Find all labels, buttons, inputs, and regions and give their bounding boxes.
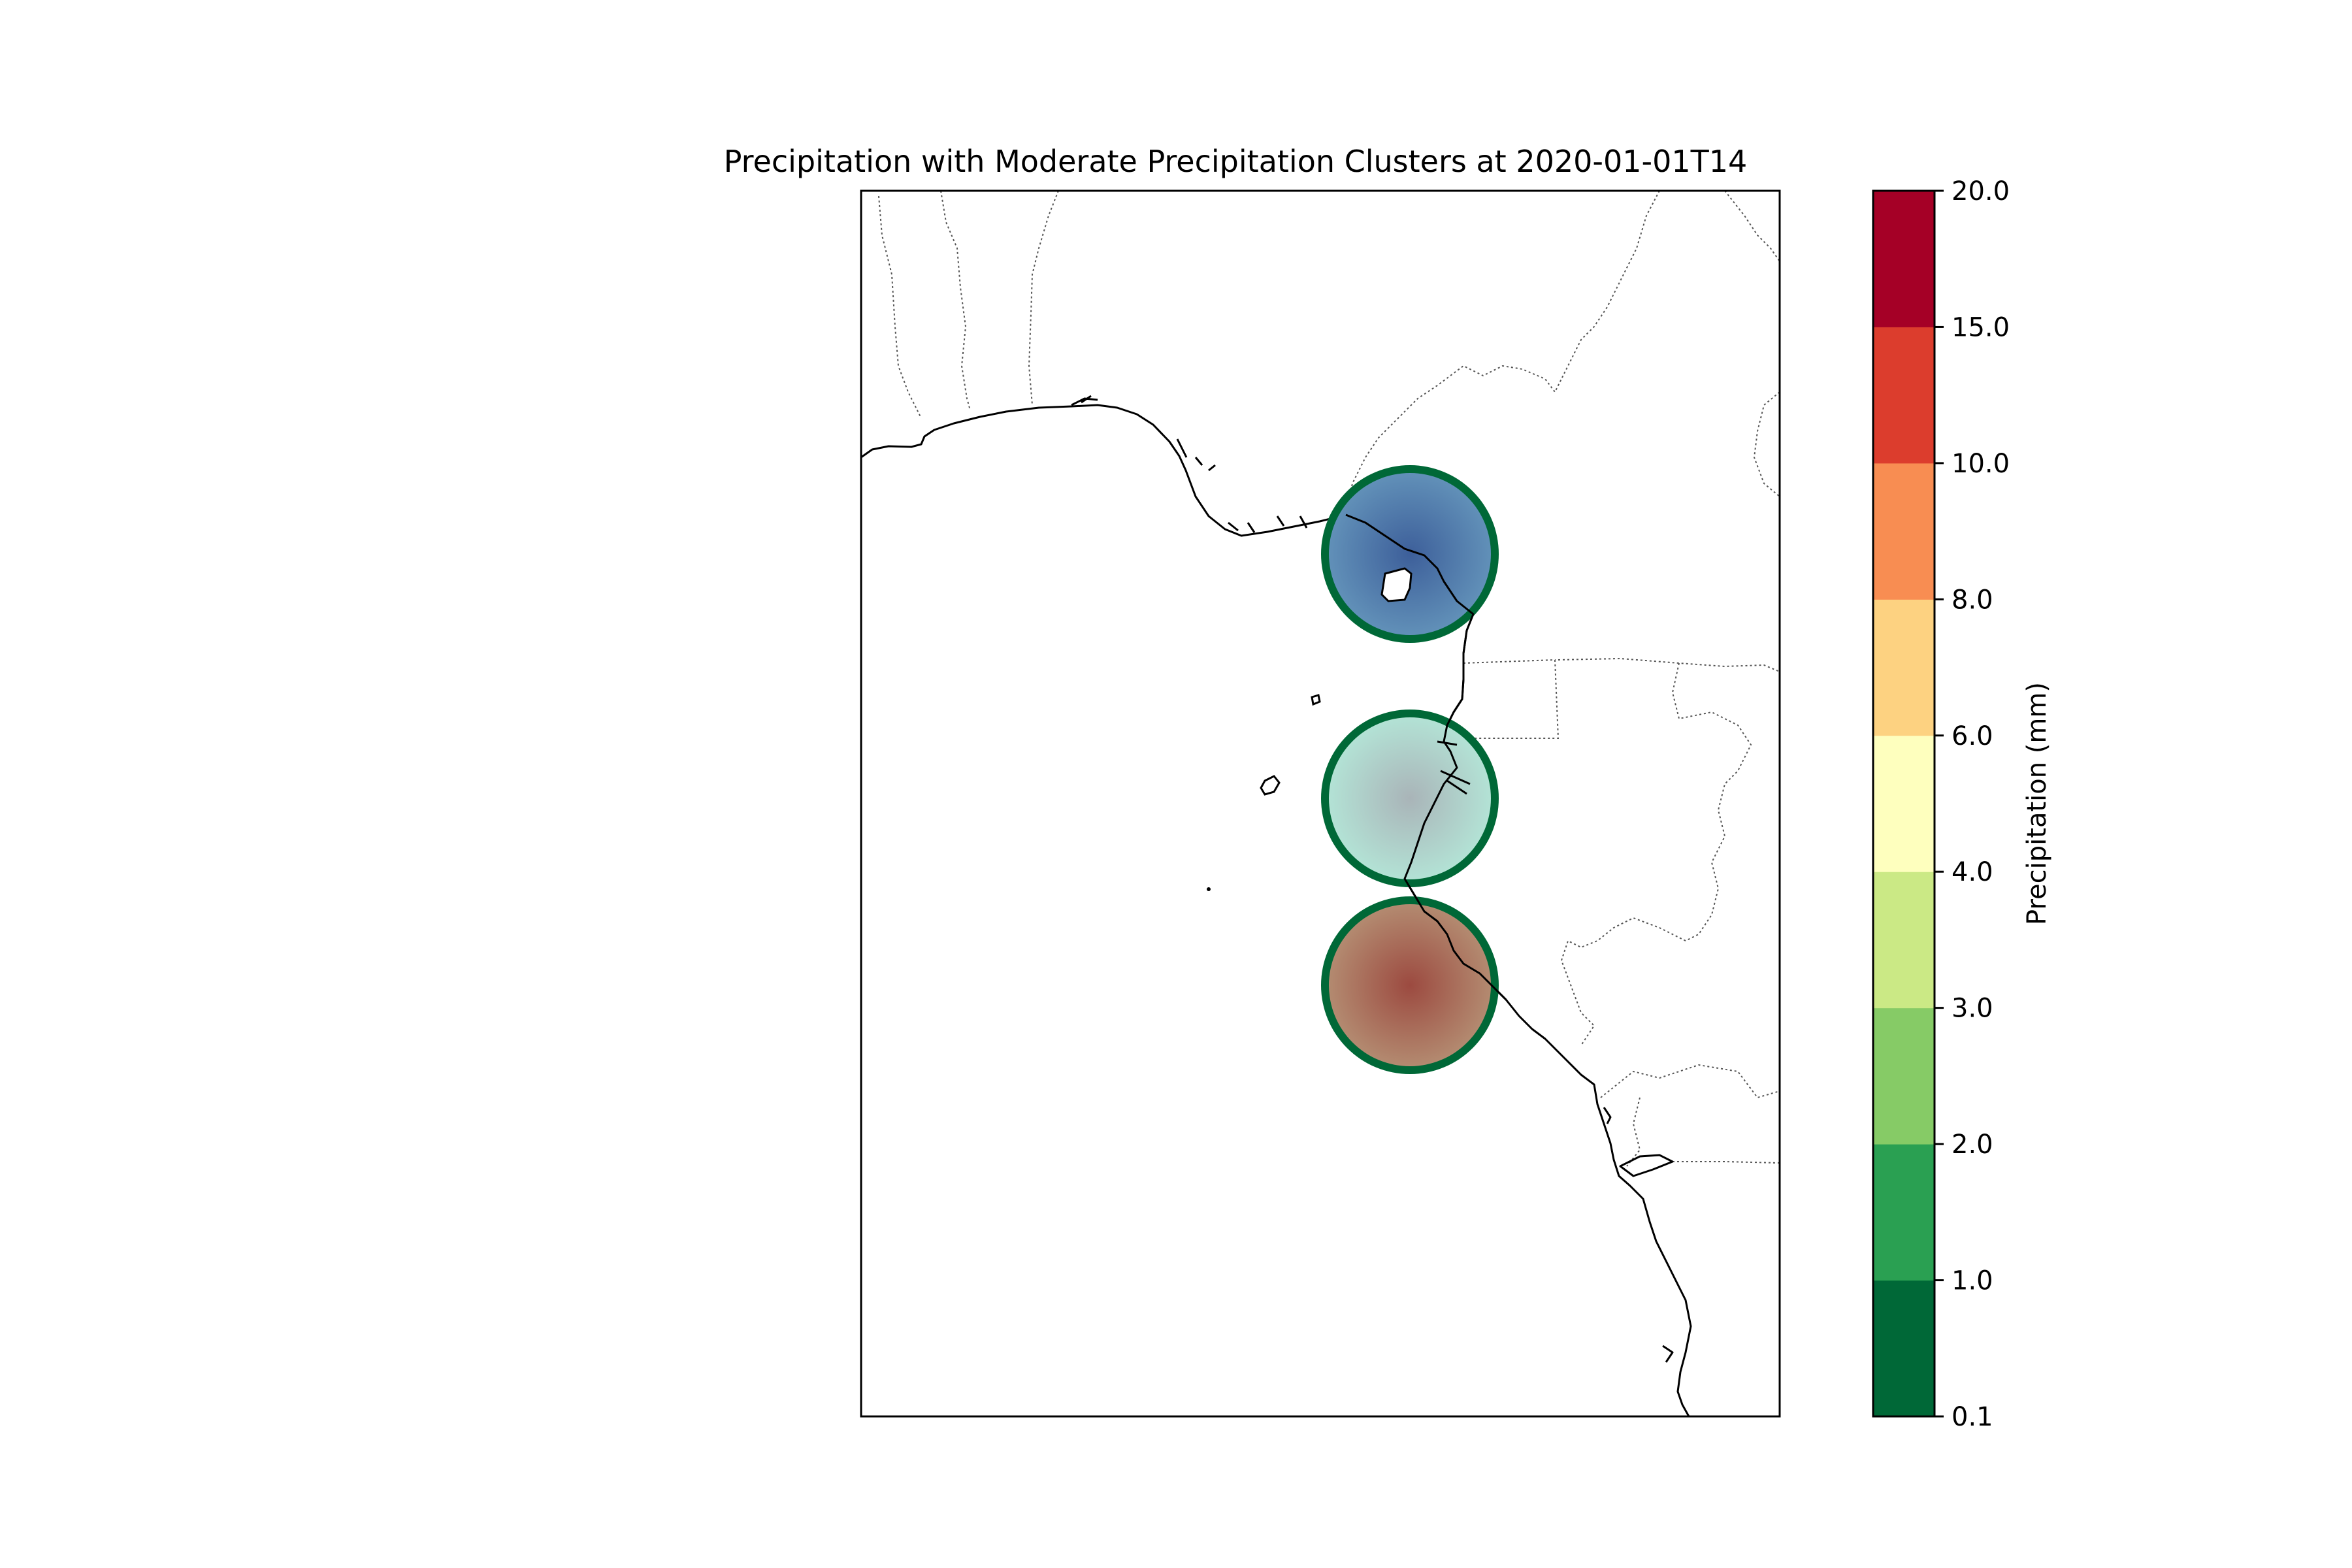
colorbar-band — [1873, 735, 1935, 872]
colorbar-tick-label: 4.0 — [1952, 857, 1993, 887]
precip-cluster-south — [1321, 896, 1499, 1074]
colorbar-bands — [1873, 191, 1935, 1417]
colorbar-frame — [1872, 189, 1936, 1418]
colorbar-band — [1873, 872, 1935, 1009]
colorbar: 0.1 1.0 2.0 3.0 4.0 6.0 8.0 10.0 15.0 20.0 Precip… — [1872, 176, 2052, 1432]
colorbar-band — [1873, 1007, 1935, 1145]
colorbar-band — [1873, 463, 1935, 600]
colorbar-tick-label: 3.0 — [1952, 994, 1993, 1024]
colorbar-tick-label: 1.0 — [1952, 1266, 1993, 1296]
colorbar-band — [1873, 191, 1935, 327]
colorbar-band — [1873, 599, 1935, 736]
colorbar-ticks: 0.1 1.0 2.0 3.0 4.0 6.0 8.0 10.0 15.0 20.0 — [1935, 176, 2010, 1432]
colorbar-band — [1873, 1144, 1935, 1281]
colorbar-tick-label: 15.0 — [1952, 312, 2010, 342]
country-borders — [878, 191, 1780, 1167]
colorbar-band — [1873, 1280, 1935, 1417]
precip-cluster-middle — [1321, 710, 1499, 887]
coastline-overlay — [1345, 514, 1507, 1001]
colorbar-tick-label: 6.0 — [1952, 721, 1993, 751]
colorbar-tick-label: 8.0 — [1952, 585, 1993, 615]
colorbar-band — [1873, 327, 1935, 464]
colorbar-tick-label: 20.0 — [1952, 176, 2010, 206]
colorbar-tick-label: 2.0 — [1952, 1130, 1993, 1160]
colorbar-tick-label: 0.1 — [1952, 1402, 1993, 1432]
colorbar-label: Precipitation (mm) — [2022, 682, 2052, 925]
colorbar-tick-label: 10.0 — [1952, 449, 2010, 479]
chart-title: Precipitation with Moderate Precipitatio… — [724, 144, 1748, 179]
map-frame — [860, 189, 1781, 1418]
map-panel — [861, 191, 1780, 1416]
